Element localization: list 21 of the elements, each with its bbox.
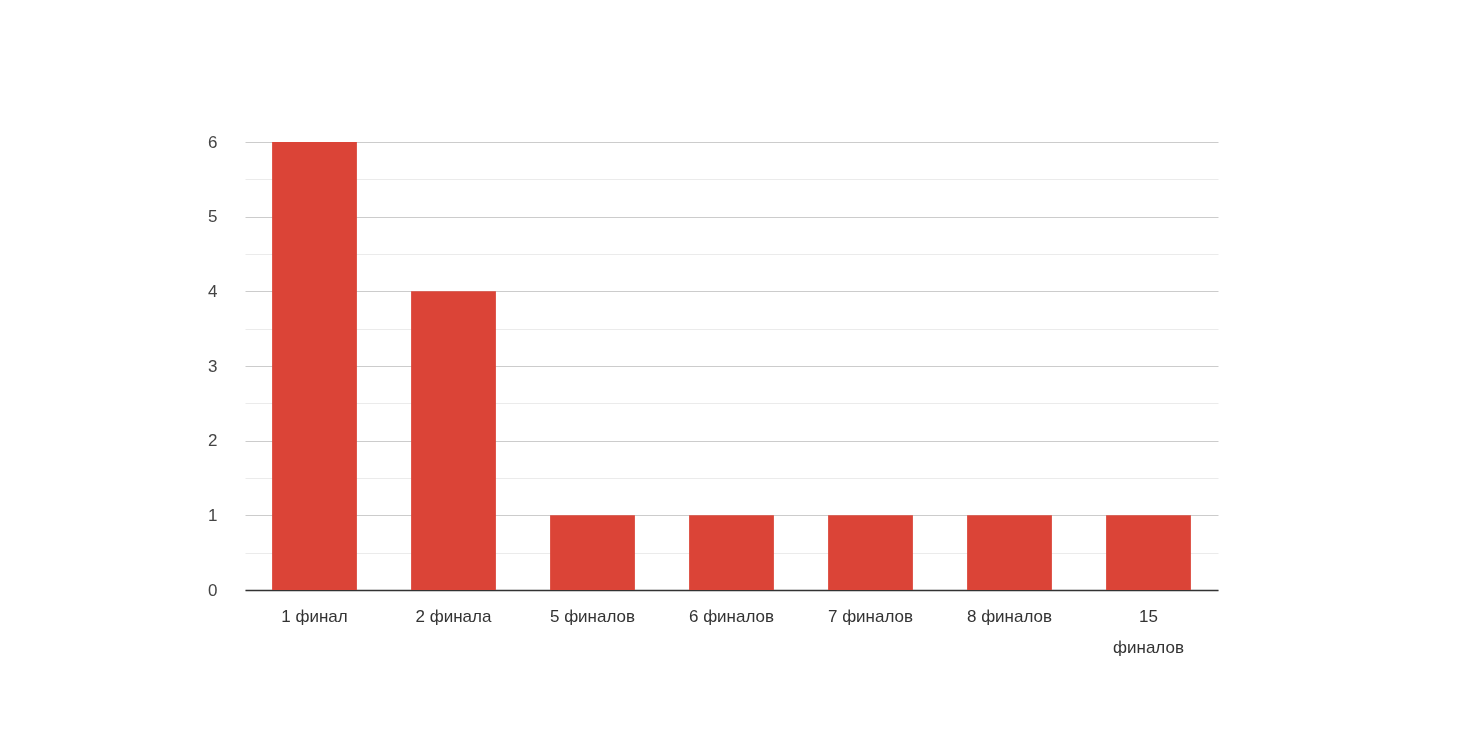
y-tick-label: 2 <box>208 431 218 451</box>
x-tick-label: 15 финалов <box>1113 606 1184 657</box>
bar <box>828 515 913 590</box>
bar <box>411 291 496 590</box>
y-tick-label: 0 <box>208 580 218 600</box>
y-tick-label: 4 <box>208 281 218 301</box>
x-tick-label: 8 финалов <box>966 606 1053 626</box>
bar <box>689 515 774 590</box>
bar <box>272 142 357 590</box>
y-tick-label: 1 <box>208 505 218 525</box>
x-tick-label: 5 финалов <box>549 606 636 626</box>
x-tick-label: 7 финалов <box>827 606 914 626</box>
x-tick-label: 6 финалов <box>688 606 775 626</box>
y-tick-label: 6 <box>208 132 218 152</box>
x-tick-label: 2 финала <box>415 606 492 626</box>
x-tick-label: 1 финал <box>281 606 348 626</box>
bar <box>967 515 1052 590</box>
y-tick-label: 3 <box>208 356 218 376</box>
bar <box>550 515 635 590</box>
bar <box>1106 515 1191 590</box>
y-tick-label: 5 <box>208 207 218 227</box>
